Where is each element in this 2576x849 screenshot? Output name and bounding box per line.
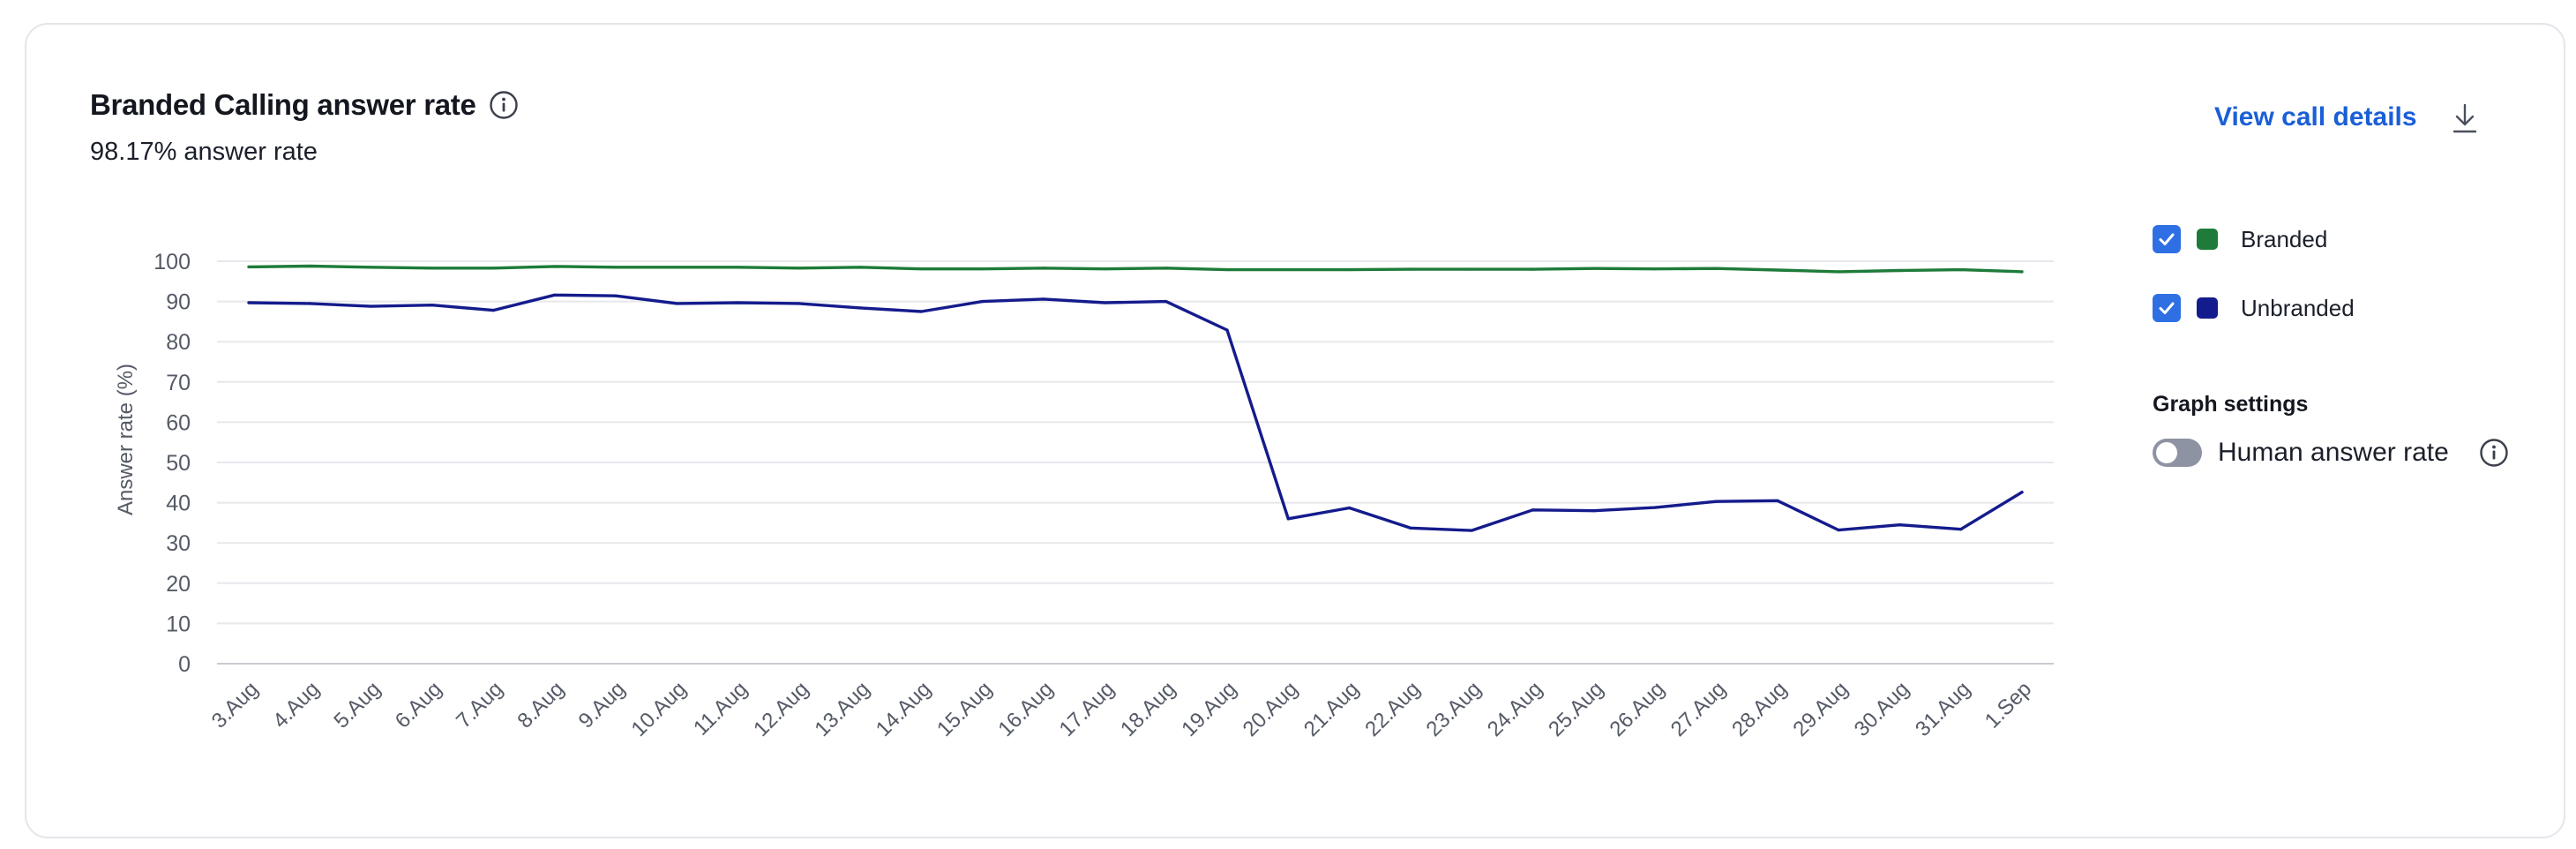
checkmark-icon <box>2159 302 2175 314</box>
download-icon[interactable] <box>2449 101 2481 136</box>
legend-item-unbranded[interactable]: Unbranded <box>2153 294 2355 322</box>
legend-swatch-unbranded <box>2197 297 2218 319</box>
human-answer-rate-toggle[interactable] <box>2153 439 2202 467</box>
card-title: Branded Calling answer rate <box>90 88 476 121</box>
human-answer-rate-setting: Human answer rate <box>2153 438 2509 468</box>
checkmark-icon <box>2159 233 2175 245</box>
info-circle-icon[interactable] <box>489 90 519 120</box>
graph-settings-title: Graph settings <box>2153 392 2309 417</box>
title-row: Branded Calling answer rate <box>90 88 519 122</box>
toggle-knob <box>2156 442 2177 463</box>
legend-item-branded[interactable]: Branded <box>2153 225 2327 253</box>
legend-swatch-branded <box>2197 229 2218 250</box>
checkbox-branded[interactable] <box>2153 225 2181 253</box>
chart-card <box>25 23 2565 838</box>
checkbox-unbranded[interactable] <box>2153 294 2181 322</box>
human-answer-rate-label: Human answer rate <box>2218 438 2449 467</box>
legend-label-unbranded: Unbranded <box>2241 294 2355 321</box>
view-call-details-link[interactable]: View call details <box>2214 102 2417 131</box>
answer-rate-summary: 98.17% answer rate <box>90 138 318 166</box>
legend-label-branded: Branded <box>2241 225 2328 252</box>
info-circle-icon[interactable] <box>2479 438 2509 468</box>
